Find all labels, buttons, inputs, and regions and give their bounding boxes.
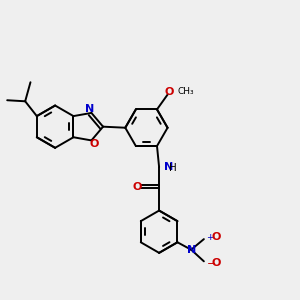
Text: H: H — [169, 163, 177, 173]
Text: +: + — [206, 233, 214, 242]
Text: O: O — [164, 87, 173, 98]
Text: N: N — [85, 104, 94, 114]
Text: O: O — [90, 139, 99, 148]
Text: CH₃: CH₃ — [178, 87, 194, 96]
Text: −: − — [206, 259, 216, 269]
Text: N: N — [164, 162, 173, 172]
Text: O: O — [132, 182, 142, 192]
Text: O: O — [211, 258, 221, 268]
Text: O: O — [211, 232, 221, 242]
Text: N: N — [187, 245, 196, 255]
